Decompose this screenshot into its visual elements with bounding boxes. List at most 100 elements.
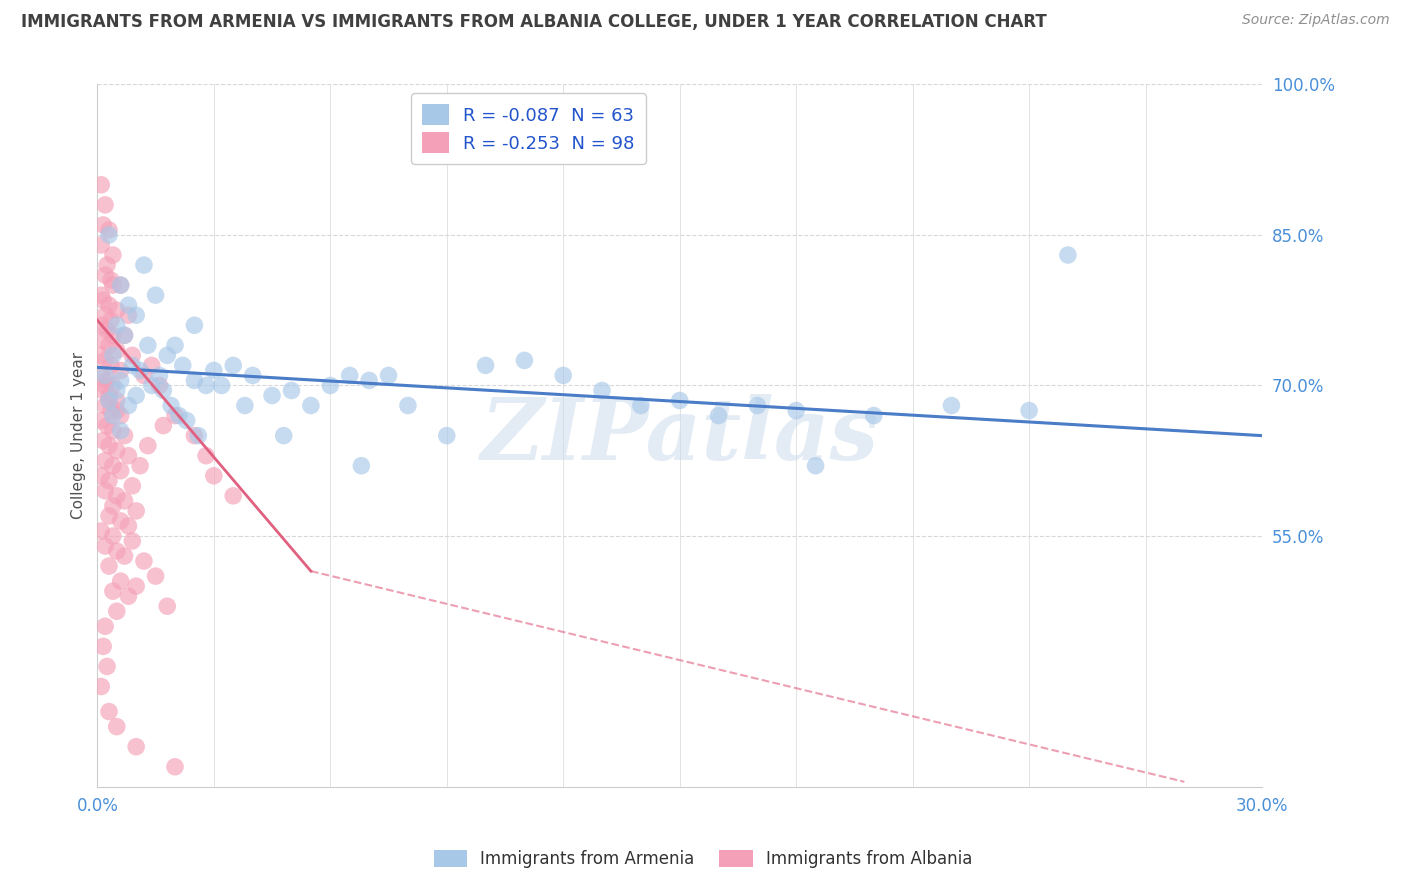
Point	[114, 549, 136, 563]
Point	[90, 318, 112, 333]
Point	[145, 569, 167, 583]
Point	[96, 374, 118, 388]
Point	[172, 359, 194, 373]
Point	[98, 439, 121, 453]
Y-axis label: College, Under 1 year: College, Under 1 year	[72, 352, 86, 519]
Point	[110, 409, 132, 423]
Point	[101, 328, 124, 343]
Point	[195, 449, 218, 463]
Point	[630, 399, 652, 413]
Point	[101, 278, 124, 293]
Point	[152, 418, 174, 433]
Point	[90, 468, 112, 483]
Point	[101, 348, 124, 362]
Point	[299, 399, 322, 413]
Point	[114, 328, 136, 343]
Point	[105, 384, 128, 398]
Point	[110, 424, 132, 438]
Point	[91, 434, 114, 448]
Point	[105, 544, 128, 558]
Point	[136, 439, 159, 453]
Point	[1057, 248, 1080, 262]
Point	[260, 388, 283, 402]
Point	[100, 359, 122, 373]
Point	[105, 720, 128, 734]
Point	[101, 409, 124, 423]
Point	[110, 574, 132, 588]
Point	[110, 278, 132, 293]
Point	[90, 524, 112, 538]
Point	[747, 399, 769, 413]
Legend: Immigrants from Armenia, Immigrants from Albania: Immigrants from Armenia, Immigrants from…	[427, 843, 979, 875]
Point	[114, 428, 136, 442]
Point	[117, 589, 139, 603]
Point	[804, 458, 827, 473]
Point	[125, 739, 148, 754]
Point	[141, 359, 163, 373]
Point	[117, 399, 139, 413]
Point	[117, 449, 139, 463]
Point	[121, 479, 143, 493]
Point	[90, 288, 112, 302]
Point	[91, 640, 114, 654]
Text: ZIPatlas: ZIPatlas	[481, 394, 879, 477]
Point	[148, 368, 170, 383]
Point	[98, 393, 121, 408]
Point	[359, 374, 381, 388]
Point	[121, 348, 143, 362]
Point	[195, 378, 218, 392]
Point	[105, 403, 128, 417]
Point	[136, 338, 159, 352]
Point	[202, 363, 225, 377]
Point	[132, 368, 155, 383]
Point	[1018, 403, 1040, 417]
Point	[90, 178, 112, 192]
Point	[129, 458, 152, 473]
Point	[110, 514, 132, 528]
Point	[121, 359, 143, 373]
Point	[129, 363, 152, 377]
Point	[377, 368, 399, 383]
Point	[125, 504, 148, 518]
Point	[167, 409, 190, 423]
Point	[513, 353, 536, 368]
Point	[339, 368, 361, 383]
Text: IMMIGRANTS FROM ARMENIA VS IMMIGRANTS FROM ALBANIA COLLEGE, UNDER 1 YEAR CORRELA: IMMIGRANTS FROM ARMENIA VS IMMIGRANTS FR…	[21, 13, 1047, 31]
Point	[163, 760, 186, 774]
Point	[91, 334, 114, 348]
Point	[156, 348, 179, 362]
Legend: R = -0.087  N = 63, R = -0.253  N = 98: R = -0.087 N = 63, R = -0.253 N = 98	[411, 94, 645, 164]
Point	[96, 258, 118, 272]
Point	[90, 238, 112, 252]
Point	[280, 384, 302, 398]
Point	[222, 359, 245, 373]
Point	[100, 273, 122, 287]
Point	[125, 388, 148, 402]
Point	[101, 424, 124, 438]
Point	[121, 534, 143, 549]
Point	[707, 409, 730, 423]
Point	[242, 368, 264, 383]
Point	[233, 399, 256, 413]
Point	[94, 353, 117, 368]
Point	[156, 599, 179, 614]
Point	[114, 328, 136, 343]
Point	[96, 323, 118, 337]
Point	[94, 268, 117, 282]
Point	[436, 428, 458, 442]
Point	[94, 619, 117, 633]
Point	[100, 403, 122, 417]
Point	[98, 338, 121, 352]
Point	[117, 519, 139, 533]
Point	[94, 483, 117, 498]
Point	[101, 499, 124, 513]
Point	[474, 359, 496, 373]
Point	[91, 293, 114, 308]
Point	[141, 378, 163, 392]
Point	[94, 454, 117, 468]
Point	[202, 468, 225, 483]
Point	[98, 705, 121, 719]
Point	[105, 303, 128, 318]
Point	[105, 604, 128, 618]
Point	[110, 374, 132, 388]
